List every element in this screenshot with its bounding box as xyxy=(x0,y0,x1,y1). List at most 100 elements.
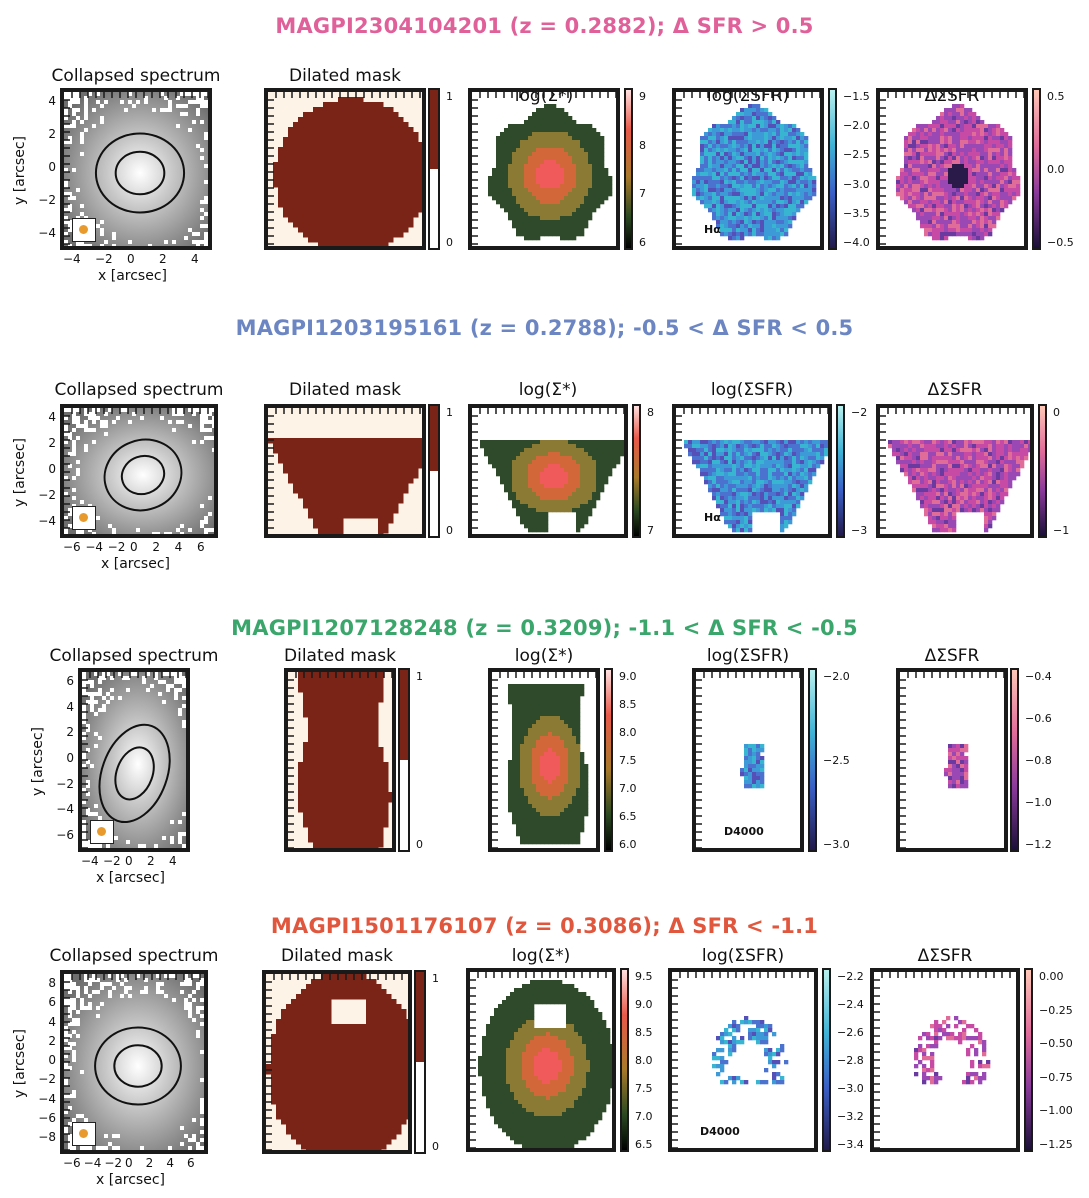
row-4-collapsed-image xyxy=(60,970,208,1154)
row-1-collapsed-title: Collapsed spectrum xyxy=(51,66,221,86)
frame-ticks xyxy=(64,408,209,529)
row-3-collapsed-ytick: −4 xyxy=(56,802,74,817)
row-2-mask-colorbar-tick: 1 xyxy=(446,406,453,419)
row-4-dsfr-colorbar-tick: −0.50 xyxy=(1039,1037,1073,1051)
row-2-dsfr-colorbar-tick: 0 xyxy=(1053,406,1060,419)
row-1-sfr-map: Hα xyxy=(672,88,824,250)
row-3-mask-colorbar xyxy=(398,668,410,852)
row-1-sfr-colorbar-tick: −2.5 xyxy=(843,148,870,162)
row-2-sfr-map: Hα xyxy=(672,404,832,538)
row-3-dsfr-colorbar-tick: −0.8 xyxy=(1025,754,1052,767)
row-2-title: MAGPI1203195161 (z = 0.2788); -0.5 < Δ S… xyxy=(235,316,854,340)
row-4-collapsed-ytick: −2 xyxy=(38,1072,56,1087)
row-3-mass-colorbar-tick: 7.5 xyxy=(619,754,637,767)
row-3-collapsed-xtick: 2 xyxy=(147,854,155,868)
row-1-dsfr-colorbar xyxy=(1032,88,1041,250)
row-4-mass-colorbar xyxy=(620,968,629,1152)
row-4-collapsed-xlabel: x [arcsec] xyxy=(96,1172,165,1188)
row-4-sfr-title: log(ΣSFR) xyxy=(701,946,785,966)
row-2-collapsed-image xyxy=(60,404,218,538)
frame-ticks xyxy=(874,972,1011,1148)
row-1-collapsed-image xyxy=(60,88,212,250)
row-3-collapsed-ytick: 2 xyxy=(66,725,74,740)
row-2-collapsed-ylabel: y [arcsec] xyxy=(12,438,28,507)
row-4-collapsed-ytick: 2 xyxy=(48,1033,56,1048)
row-3-mass-colorbar-tick: 6.5 xyxy=(619,810,637,823)
row-4-mass-colorbar-tick: 9.0 xyxy=(635,998,653,1011)
row-4-dsfr-colorbar-tick: −1.00 xyxy=(1039,1104,1073,1118)
row-3-sfr-colorbar-tick: −3.0 xyxy=(823,838,850,851)
row-4-psf-box xyxy=(72,1122,96,1146)
row-2-collapsed-xtick: −2 xyxy=(107,540,126,554)
row-2-sfr-colorbar-tick: −3 xyxy=(851,524,868,537)
frame-ticks xyxy=(880,92,1024,245)
row-1-collapsed-ytick: 2 xyxy=(48,127,56,141)
row-1-mass-colorbar-tick: 9 xyxy=(639,90,646,103)
row-1-collapsed-ytick: −2 xyxy=(38,193,56,207)
row-3-collapsed-ytick: 0 xyxy=(66,751,74,765)
row-3-sfr-colorbar-tick: −2.5 xyxy=(823,754,850,767)
row-2-mass-colorbar-tick: 7 xyxy=(647,524,654,537)
row-3-sfr-title: log(ΣSFR) xyxy=(706,646,790,666)
row-3-collapsed-xtick: −2 xyxy=(103,854,121,868)
row-3-collapsed-xlabel: x [arcsec] xyxy=(96,870,165,886)
row-4-title: MAGPI1501176107 (z = 0.3086); Δ SFR < -1… xyxy=(270,914,819,938)
row-3-psf-box xyxy=(90,820,114,844)
row-4-mass-colorbar-tick: 9.5 xyxy=(635,970,653,983)
row-2-sfr-colorbar-tick: −2 xyxy=(851,406,868,419)
row-3-dsfr-colorbar-tick: −0.6 xyxy=(1025,712,1052,725)
row-2-collapsed-xtick: 6 xyxy=(197,540,205,554)
row-4-collapsed-ytick: 8 xyxy=(48,976,56,990)
row-3-mass-colorbar xyxy=(604,668,613,852)
frame-ticks xyxy=(472,92,616,245)
frame-ticks xyxy=(288,672,392,848)
row-3-collapsed-image xyxy=(78,668,190,852)
row-1-psf-dot xyxy=(79,225,88,234)
frame-ticks xyxy=(470,972,607,1148)
row-2-collapsed-xtick: 0 xyxy=(130,540,138,554)
row-1-mask-colorbar-tick: 0 xyxy=(446,236,453,249)
row-1-dsfr-map xyxy=(876,88,1028,250)
row-4-mass-colorbar-tick: 7.0 xyxy=(635,1110,653,1123)
row-3-mask-title: Dilated mask xyxy=(284,646,396,666)
row-4-collapsed-ylabel: y [arcsec] xyxy=(12,1029,28,1098)
row-3-collapsed-ytick: −6 xyxy=(56,828,74,842)
row-1-mass-colorbar-tick: 8 xyxy=(639,138,646,152)
row-2-collapsed-xtick: 4 xyxy=(174,540,183,554)
row-1-collapsed-ytick: −4 xyxy=(38,226,56,240)
row-3-dsfr-title: ΔΣSFR xyxy=(924,646,980,666)
row-2-mass-colorbar xyxy=(632,404,641,538)
row-1-collapsed-xtick: −4 xyxy=(63,252,81,266)
row-2-collapsed-xlabel: x [arcsec] xyxy=(101,556,170,572)
row-4-sfr-colorbar-tick: −3.4 xyxy=(837,1138,864,1151)
row-4-sfr-colorbar-tick: −2.2 xyxy=(837,970,864,983)
row-4-mask-image xyxy=(262,970,412,1154)
row-3-collapsed-ytick: −2 xyxy=(56,776,74,791)
row-2-collapsed-xtick: 2 xyxy=(152,540,160,554)
row-4-dsfr-colorbar-tick: −1.25 xyxy=(1039,1138,1073,1151)
row-3-mass-colorbar-tick: 6.0 xyxy=(619,838,637,851)
row-1-psf-box xyxy=(72,218,96,242)
row-2-collapsed-ytick: −4 xyxy=(38,514,56,528)
row-1-mass-colorbar xyxy=(624,88,633,250)
row-1-dsfr-colorbar-tick: 0.5 xyxy=(1047,90,1065,103)
frame-ticks xyxy=(676,408,828,529)
frame-ticks xyxy=(64,92,208,245)
row-4-dsfr-title: ΔΣSFR xyxy=(917,946,973,966)
row-4-dsfr-map xyxy=(870,968,1020,1152)
row-2-sfr-colorbar xyxy=(836,404,845,538)
row-1-collapsed-xlabel: x [arcsec] xyxy=(98,268,167,284)
row-2-collapsed-ytick: −2 xyxy=(38,488,56,502)
row-3-sfr-map: D4000 xyxy=(692,668,804,852)
row-4-collapsed-ytick: 0 xyxy=(48,1053,56,1067)
row-2-psf-dot xyxy=(79,513,88,522)
row-4-collapsed-ytick: 4 xyxy=(48,1014,56,1029)
row-1-collapsed-xtick: −2 xyxy=(95,252,113,266)
row-1-collapsed-ylabel: y [arcsec] xyxy=(12,136,28,205)
row-3-mass-colorbar-tick: 8.5 xyxy=(619,698,637,711)
row-4-tracer-label: D4000 xyxy=(700,1125,740,1138)
row-1-mass-colorbar-tick: 6 xyxy=(639,236,646,249)
row-4-dsfr-colorbar-tick: −0.25 xyxy=(1039,1003,1073,1017)
frame-ticks xyxy=(268,408,421,529)
row-4-dsfr-colorbar xyxy=(1024,968,1033,1152)
